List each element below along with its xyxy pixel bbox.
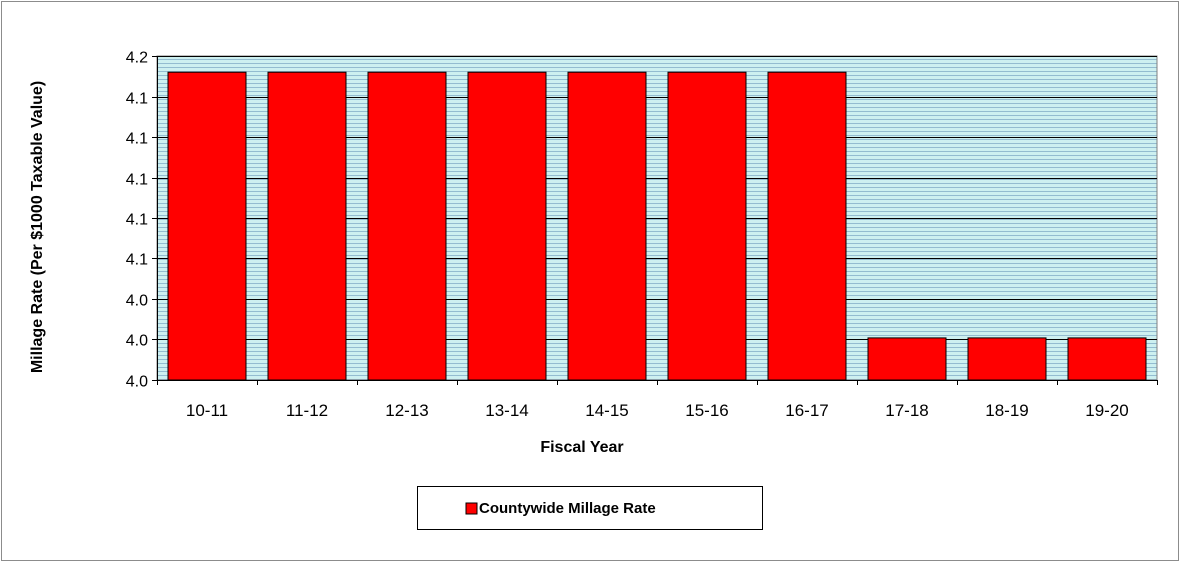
bars xyxy=(167,71,1147,381)
y-tick-label: 4.1 xyxy=(126,131,148,148)
y-tick-label: 4.0 xyxy=(126,333,148,350)
x-tick-label: 14-15 xyxy=(585,401,628,420)
bar xyxy=(367,71,447,381)
x-tick-label: 11-12 xyxy=(286,401,328,420)
y-tick-label: 4.1 xyxy=(126,212,148,229)
x-axis-title: Fiscal Year xyxy=(540,439,623,456)
bar xyxy=(967,337,1047,381)
bar xyxy=(767,71,847,381)
bar xyxy=(167,71,247,381)
y-tick-label: 4.0 xyxy=(126,293,148,310)
axes xyxy=(152,56,1158,385)
y-tick-label: 4.1 xyxy=(126,252,148,269)
x-tick-label: 10-11 xyxy=(186,401,228,420)
bar xyxy=(1067,337,1147,381)
legend-swatch xyxy=(465,502,478,515)
bar xyxy=(667,71,747,381)
legend-label: Countywide Millage Rate xyxy=(479,500,656,517)
x-tick-label: 13-14 xyxy=(485,401,528,420)
x-tick-label: 19-20 xyxy=(1085,401,1128,420)
x-tick-label: 16-17 xyxy=(785,401,828,420)
bar xyxy=(567,71,647,381)
bar xyxy=(467,71,547,381)
bar xyxy=(867,337,947,381)
y-axis-title: Millage Rate (Per $1000 Taxable Value) xyxy=(29,81,46,373)
legend: Countywide Millage Rate xyxy=(417,486,763,530)
x-tick-labels: 10-11 11-12 12-13 13-14 14-15 15-16 16-17 17-18… xyxy=(186,401,1129,420)
y-tick-label: 4.2 xyxy=(126,50,148,67)
bar xyxy=(267,71,347,381)
y-tick-label: 4.1 xyxy=(126,172,148,189)
y-tick-label: 4.0 xyxy=(126,374,148,391)
x-tick-label: 17-18 xyxy=(885,401,928,420)
x-tick-label: 15-16 xyxy=(685,401,728,420)
x-tick-label: 18-19 xyxy=(985,401,1028,420)
x-tick-label: 12-13 xyxy=(385,401,428,420)
y-tick-labels: 4.0 4.0 4.0 4.1 4.1 4.1 4.1 4.1 4.2 xyxy=(126,50,148,391)
y-tick-label: 4.1 xyxy=(126,91,148,108)
